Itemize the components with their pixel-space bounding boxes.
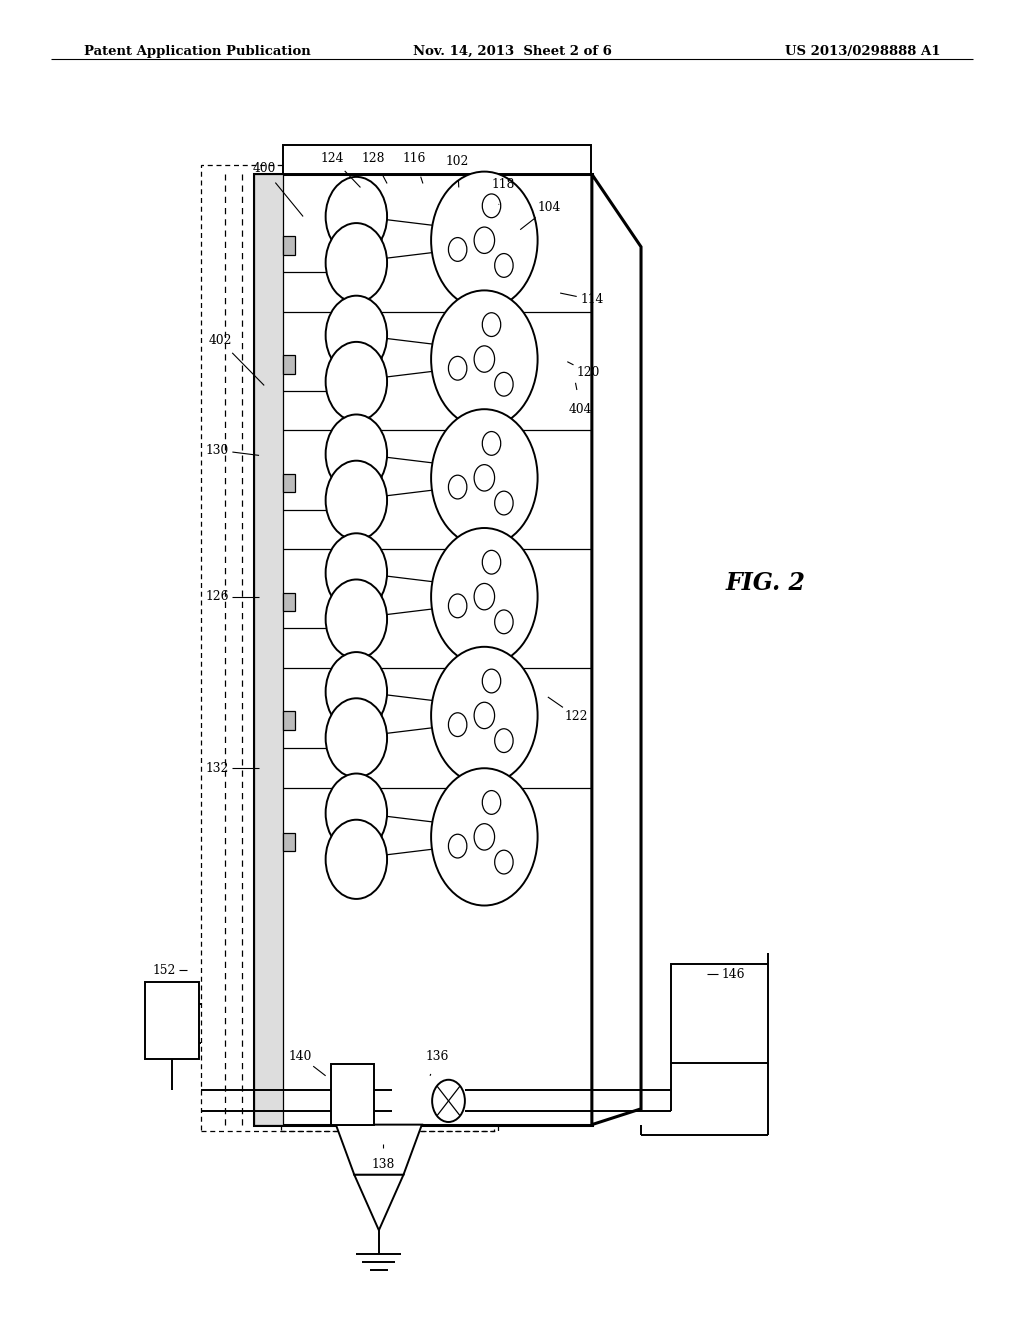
Circle shape <box>326 652 387 731</box>
Text: 126: 126 <box>206 590 228 603</box>
Text: 402: 402 <box>209 334 231 347</box>
Text: 138: 138 <box>372 1158 394 1171</box>
Polygon shape <box>354 1175 403 1230</box>
Bar <box>283 593 295 611</box>
Circle shape <box>474 824 495 850</box>
Circle shape <box>326 461 387 540</box>
Circle shape <box>326 223 387 302</box>
Circle shape <box>326 342 387 421</box>
Bar <box>254 174 283 1125</box>
Text: 124: 124 <box>322 152 344 165</box>
Text: 102: 102 <box>446 154 469 168</box>
Circle shape <box>482 432 501 455</box>
Circle shape <box>431 528 538 665</box>
Polygon shape <box>382 338 436 378</box>
Circle shape <box>431 409 538 546</box>
Circle shape <box>431 172 538 309</box>
Circle shape <box>326 414 387 494</box>
Circle shape <box>482 194 501 218</box>
Circle shape <box>326 698 387 777</box>
Polygon shape <box>592 174 641 1125</box>
Circle shape <box>432 1080 465 1122</box>
Bar <box>283 474 295 492</box>
Bar <box>283 833 295 851</box>
Circle shape <box>431 647 538 784</box>
Circle shape <box>326 774 387 853</box>
Circle shape <box>495 491 513 515</box>
Circle shape <box>474 702 495 729</box>
Text: 116: 116 <box>403 152 426 165</box>
Bar <box>254 174 592 1125</box>
Polygon shape <box>382 816 436 855</box>
Text: 120: 120 <box>577 366 599 379</box>
Circle shape <box>495 610 513 634</box>
Circle shape <box>482 791 501 814</box>
Bar <box>283 236 295 255</box>
Text: 104: 104 <box>538 201 560 214</box>
Text: 118: 118 <box>492 178 514 191</box>
Polygon shape <box>382 694 436 734</box>
Bar <box>283 145 591 174</box>
Text: 122: 122 <box>565 710 588 723</box>
Text: FIG. 2: FIG. 2 <box>726 572 806 595</box>
Circle shape <box>326 820 387 899</box>
Text: 136: 136 <box>426 1049 449 1063</box>
Circle shape <box>449 594 467 618</box>
Circle shape <box>449 475 467 499</box>
Circle shape <box>449 834 467 858</box>
Circle shape <box>495 850 513 874</box>
Text: 404: 404 <box>569 403 592 416</box>
Circle shape <box>449 356 467 380</box>
Circle shape <box>474 227 495 253</box>
Text: Patent Application Publication: Patent Application Publication <box>84 45 310 58</box>
Text: 400: 400 <box>253 162 275 176</box>
Polygon shape <box>336 1125 422 1175</box>
Circle shape <box>495 372 513 396</box>
Circle shape <box>326 579 387 659</box>
Circle shape <box>495 253 513 277</box>
Circle shape <box>326 296 387 375</box>
Bar <box>201 165 498 1131</box>
Bar <box>281 561 494 841</box>
Circle shape <box>474 346 495 372</box>
Polygon shape <box>382 576 436 615</box>
Polygon shape <box>382 457 436 496</box>
Circle shape <box>326 533 387 612</box>
Circle shape <box>431 768 538 906</box>
Polygon shape <box>382 219 436 259</box>
Circle shape <box>482 550 501 574</box>
Circle shape <box>449 713 467 737</box>
Bar <box>331 1064 374 1125</box>
Bar <box>145 982 199 1059</box>
Bar <box>281 851 494 1131</box>
Circle shape <box>482 313 501 337</box>
Text: Nov. 14, 2013  Sheet 2 of 6: Nov. 14, 2013 Sheet 2 of 6 <box>413 45 611 58</box>
Circle shape <box>474 583 495 610</box>
Circle shape <box>495 729 513 752</box>
Bar <box>671 964 768 1063</box>
Circle shape <box>482 669 501 693</box>
Text: 132: 132 <box>206 762 228 775</box>
Bar <box>283 711 295 730</box>
Text: US 2013/0298888 A1: US 2013/0298888 A1 <box>784 45 940 58</box>
Text: 140: 140 <box>289 1049 311 1063</box>
Text: 114: 114 <box>581 293 603 306</box>
Circle shape <box>474 465 495 491</box>
Bar <box>281 277 494 557</box>
Bar <box>283 355 295 374</box>
Circle shape <box>431 290 538 428</box>
Text: 130: 130 <box>206 444 228 457</box>
Circle shape <box>449 238 467 261</box>
Circle shape <box>326 177 387 256</box>
Text: 152: 152 <box>153 964 175 977</box>
Text: 146: 146 <box>722 968 744 981</box>
Text: 128: 128 <box>362 152 385 165</box>
